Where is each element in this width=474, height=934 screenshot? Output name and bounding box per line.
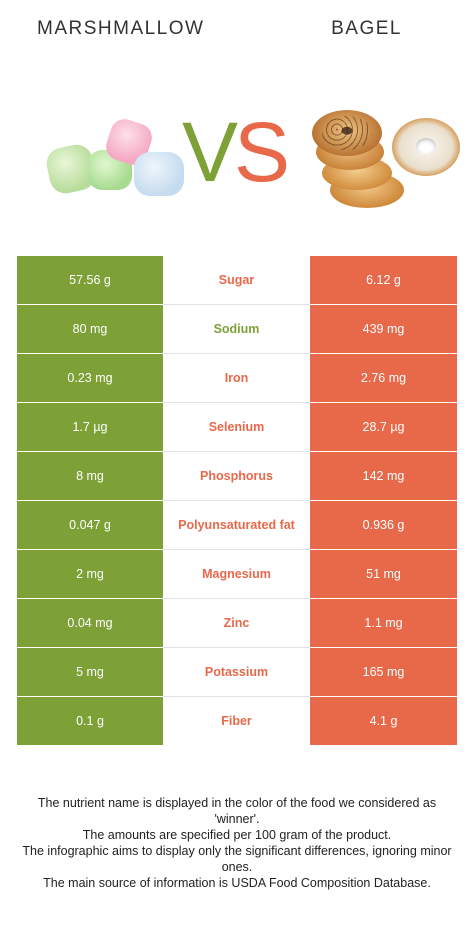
row-divider: [163, 549, 310, 550]
table-row: 57.56 g Sugar 6.12 g: [17, 256, 457, 304]
vs-label: VS: [182, 110, 290, 194]
table-row: 0.04 mg Zinc 1.1 mg: [17, 599, 457, 647]
row-divider: [163, 353, 310, 354]
bagel-value: 0.936 g: [310, 501, 457, 549]
marshmallow-value: 0.047 g: [17, 501, 163, 549]
footer-line-4: The main source of information is USDA F…: [43, 876, 431, 890]
marshmallow-value: 57.56 g: [17, 256, 163, 304]
marshmallow-value: 8 mg: [17, 452, 163, 500]
bagel-cream-cheese: [392, 118, 460, 176]
nutrient-label: Selenium: [163, 403, 310, 451]
footer-line-1: The nutrient name is displayed in the co…: [37, 796, 437, 826]
nutrient-label: Polyunsaturated fat: [163, 501, 310, 549]
marshmallow-value: 1.7 µg: [17, 403, 163, 451]
row-divider: [163, 598, 310, 599]
marshmallow-value: 80 mg: [17, 305, 163, 353]
table-row: 0.047 g Polyunsaturated fat 0.936 g: [17, 501, 457, 549]
marshmallow-value: 2 mg: [17, 550, 163, 598]
table-row: 0.23 mg Iron 2.76 mg: [17, 354, 457, 402]
row-divider: [163, 402, 310, 403]
nutrient-label: Magnesium: [163, 550, 310, 598]
nutrient-label: Iron: [163, 354, 310, 402]
table-row: 2 mg Magnesium 51 mg: [17, 550, 457, 598]
left-food-title: MARSHMALLOW: [37, 18, 205, 39]
nutrient-label: Sugar: [163, 256, 310, 304]
table-row: 8 mg Phosphorus 142 mg: [17, 452, 457, 500]
nutrient-label: Potassium: [163, 648, 310, 696]
vs-v: V: [182, 105, 238, 199]
table-row: 5 mg Potassium 165 mg: [17, 648, 457, 696]
row-divider: [163, 696, 310, 697]
bagel-value: 6.12 g: [310, 256, 457, 304]
bagel-value: 28.7 µg: [310, 403, 457, 451]
bagel-value: 4.1 g: [310, 697, 457, 745]
nutrient-label: Fiber: [163, 697, 310, 745]
marshmallow-value: 0.1 g: [17, 697, 163, 745]
nutrient-label: Phosphorus: [163, 452, 310, 500]
right-food-title: BAGEL: [331, 18, 402, 39]
row-divider: [163, 304, 310, 305]
bagel-value: 165 mg: [310, 648, 457, 696]
row-divider: [163, 451, 310, 452]
bagel-value: 439 mg: [310, 305, 457, 353]
nutrient-label: Zinc: [163, 599, 310, 647]
vs-s: S: [234, 105, 290, 199]
nutrient-label: Sodium: [163, 305, 310, 353]
footer-line-3: The infographic aims to display only the…: [22, 844, 452, 874]
bagel-value: 1.1 mg: [310, 599, 457, 647]
marshmallow-value: 0.04 mg: [17, 599, 163, 647]
footer-notes: The nutrient name is displayed in the co…: [14, 795, 460, 891]
table-row: 0.1 g Fiber 4.1 g: [17, 697, 457, 745]
bagel-value: 142 mg: [310, 452, 457, 500]
row-divider: [163, 647, 310, 648]
marshmallow-value: 5 mg: [17, 648, 163, 696]
bagel-value: 2.76 mg: [310, 354, 457, 402]
row-divider: [163, 500, 310, 501]
footer-line-2: The amounts are specified per 100 gram o…: [82, 828, 392, 842]
marshmallow-value: 0.23 mg: [17, 354, 163, 402]
bagel-seeded: [312, 110, 382, 156]
table-row: 80 mg Sodium 439 mg: [17, 305, 457, 353]
table-row: 1.7 µg Selenium 28.7 µg: [17, 403, 457, 451]
marshmallow-blue: [134, 152, 184, 196]
bagel-value: 51 mg: [310, 550, 457, 598]
